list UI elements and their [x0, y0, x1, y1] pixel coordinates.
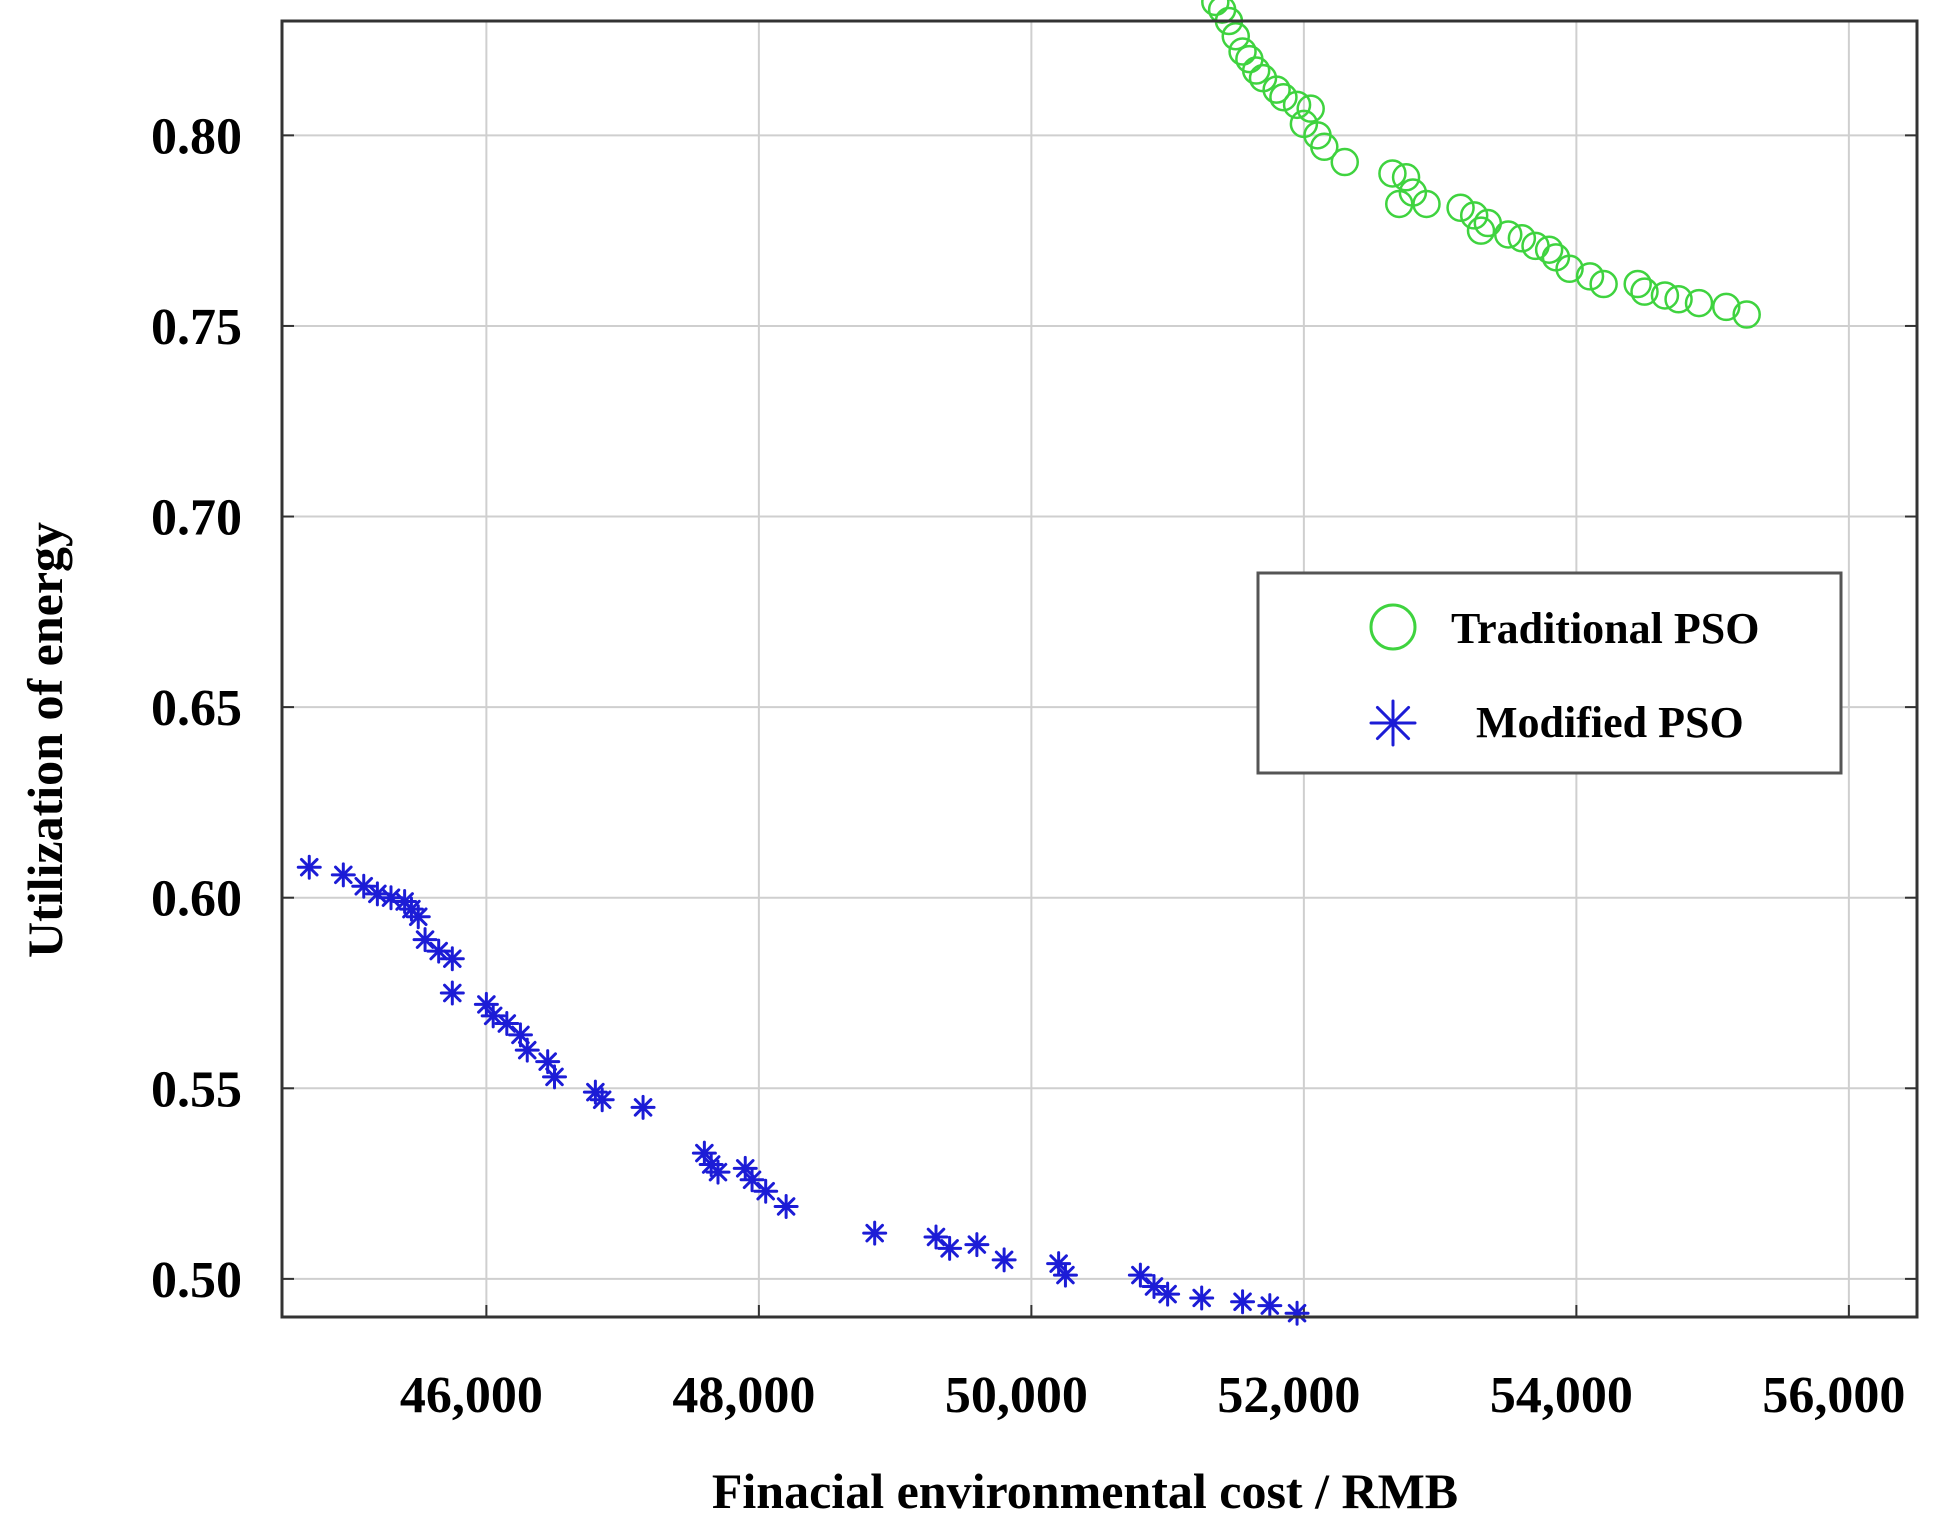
x-tick-label: 56,000 [1762, 1367, 1905, 1424]
data-point-traditional-pso [1732, 300, 1761, 329]
legend-traditional-marker [1369, 603, 1417, 651]
data-point-traditional-pso [1241, 56, 1271, 85]
x-tick-label: 54,000 [1490, 1367, 1633, 1424]
data-point-modified-pso [1230, 1289, 1256, 1315]
data-point-traditional-pso [1507, 224, 1537, 253]
data-point-modified-pso [1189, 1285, 1215, 1311]
series-modified-pso [296, 854, 1310, 1326]
data-point-modified-pso [514, 1037, 540, 1063]
asterisk-icon [1369, 699, 1417, 747]
data-point-modified-pso [296, 854, 322, 880]
legend-modified-label: Modified PSO [1476, 698, 1744, 747]
data-point-traditional-pso [1378, 159, 1407, 188]
y-tick-label: 0.50 [151, 1252, 242, 1309]
data-point-traditional-pso [1623, 269, 1652, 299]
data-point-modified-pso [439, 946, 465, 972]
data-point-traditional-pso [1296, 94, 1325, 123]
series-traditional-pso [1201, 0, 1761, 329]
data-point-modified-pso [991, 1247, 1017, 1273]
data-point-modified-pso [1127, 1262, 1153, 1288]
y-tick-label: 0.65 [151, 680, 242, 737]
data-point-traditional-pso [1446, 193, 1475, 223]
data-point-traditional-pso [1221, 21, 1250, 51]
data-point-traditional-pso [1494, 220, 1523, 249]
data-point-traditional-pso [1385, 189, 1414, 219]
data-point-traditional-pso [1330, 147, 1359, 177]
y-tick-label: 0.60 [151, 871, 242, 928]
x-axis-ticks: 46,000 48,000 50,000 52,000 54,000 56,000 [400, 1305, 1905, 1424]
data-point-modified-pso [542, 1064, 567, 1090]
data-point-modified-pso [412, 927, 438, 953]
data-point-traditional-pso [1684, 288, 1714, 318]
data-point-traditional-pso [1459, 201, 1489, 230]
data-point-modified-pso [1155, 1281, 1181, 1307]
data-point-modified-pso [691, 1140, 717, 1166]
data-point-traditional-pso [1262, 75, 1291, 104]
y-axis-ticks: 0.50 0.55 0.60 0.65 0.70 0.75 0.80 [151, 108, 1917, 1309]
data-point-modified-pso [705, 1159, 731, 1185]
data-point-traditional-pso [1391, 163, 1421, 192]
data-point-modified-pso [330, 862, 356, 888]
y-tick-label: 0.70 [151, 490, 242, 547]
x-tick-label: 50,000 [945, 1367, 1088, 1424]
data-point-modified-pso [739, 1167, 765, 1193]
data-point-traditional-pso [1630, 277, 1659, 306]
data-point-modified-pso [494, 1010, 520, 1036]
data-point-modified-pso [773, 1193, 799, 1219]
x-tick-label: 52,000 [1217, 1367, 1360, 1424]
data-point-modified-pso [753, 1178, 779, 1204]
data-point-traditional-pso [1466, 216, 1496, 245]
data-point-traditional-pso [1650, 281, 1680, 310]
data-point-traditional-pso [1712, 292, 1741, 322]
data-point-modified-pso [378, 885, 404, 911]
y-tick-label: 0.75 [151, 299, 242, 356]
data-point-modified-pso [937, 1235, 963, 1261]
data-point-modified-pso [862, 1220, 888, 1246]
data-point-traditional-pso [1310, 132, 1339, 162]
data-point-modified-pso [630, 1094, 656, 1120]
data-point-modified-pso [589, 1087, 615, 1113]
y-axis-title: Utilization of energy [17, 522, 73, 958]
data-point-modified-pso [1052, 1262, 1078, 1288]
x-tick-label: 46,000 [400, 1367, 543, 1424]
legend-box [1256, 571, 1843, 775]
legend-modified-marker [1369, 699, 1417, 747]
data-point-traditional-pso [1201, 0, 1230, 17]
data-point-traditional-pso [1575, 262, 1605, 291]
y-tick-label: 0.55 [151, 1061, 242, 1118]
data-point-modified-pso [964, 1232, 990, 1258]
x-tick-label: 48,000 [672, 1367, 815, 1424]
data-point-modified-pso [1141, 1274, 1167, 1300]
legend: Traditional PSO Modified PSO [1256, 571, 1843, 775]
data-point-modified-pso [923, 1224, 949, 1250]
data-point-modified-pso [405, 904, 431, 930]
y-tick-label: 0.80 [151, 108, 242, 165]
data-point-traditional-pso [1534, 235, 1564, 264]
data-point-traditional-pso [1228, 37, 1257, 66]
data-point-traditional-pso [1269, 82, 1298, 112]
data-point-traditional-pso [1282, 90, 1312, 120]
data-point-traditional-pso [1589, 269, 1618, 299]
data-point-modified-pso [439, 980, 465, 1006]
x-axis-title: Finacial environmental cost / RMB [712, 1463, 1458, 1519]
data-point-traditional-pso [1664, 285, 1693, 314]
data-point-modified-pso [1257, 1293, 1283, 1319]
data-point-traditional-pso [1555, 254, 1584, 284]
plot-frame [280, 19, 1919, 1319]
data-point-modified-pso [1284, 1300, 1310, 1326]
legend-traditional-label: Traditional PSO [1451, 604, 1759, 653]
